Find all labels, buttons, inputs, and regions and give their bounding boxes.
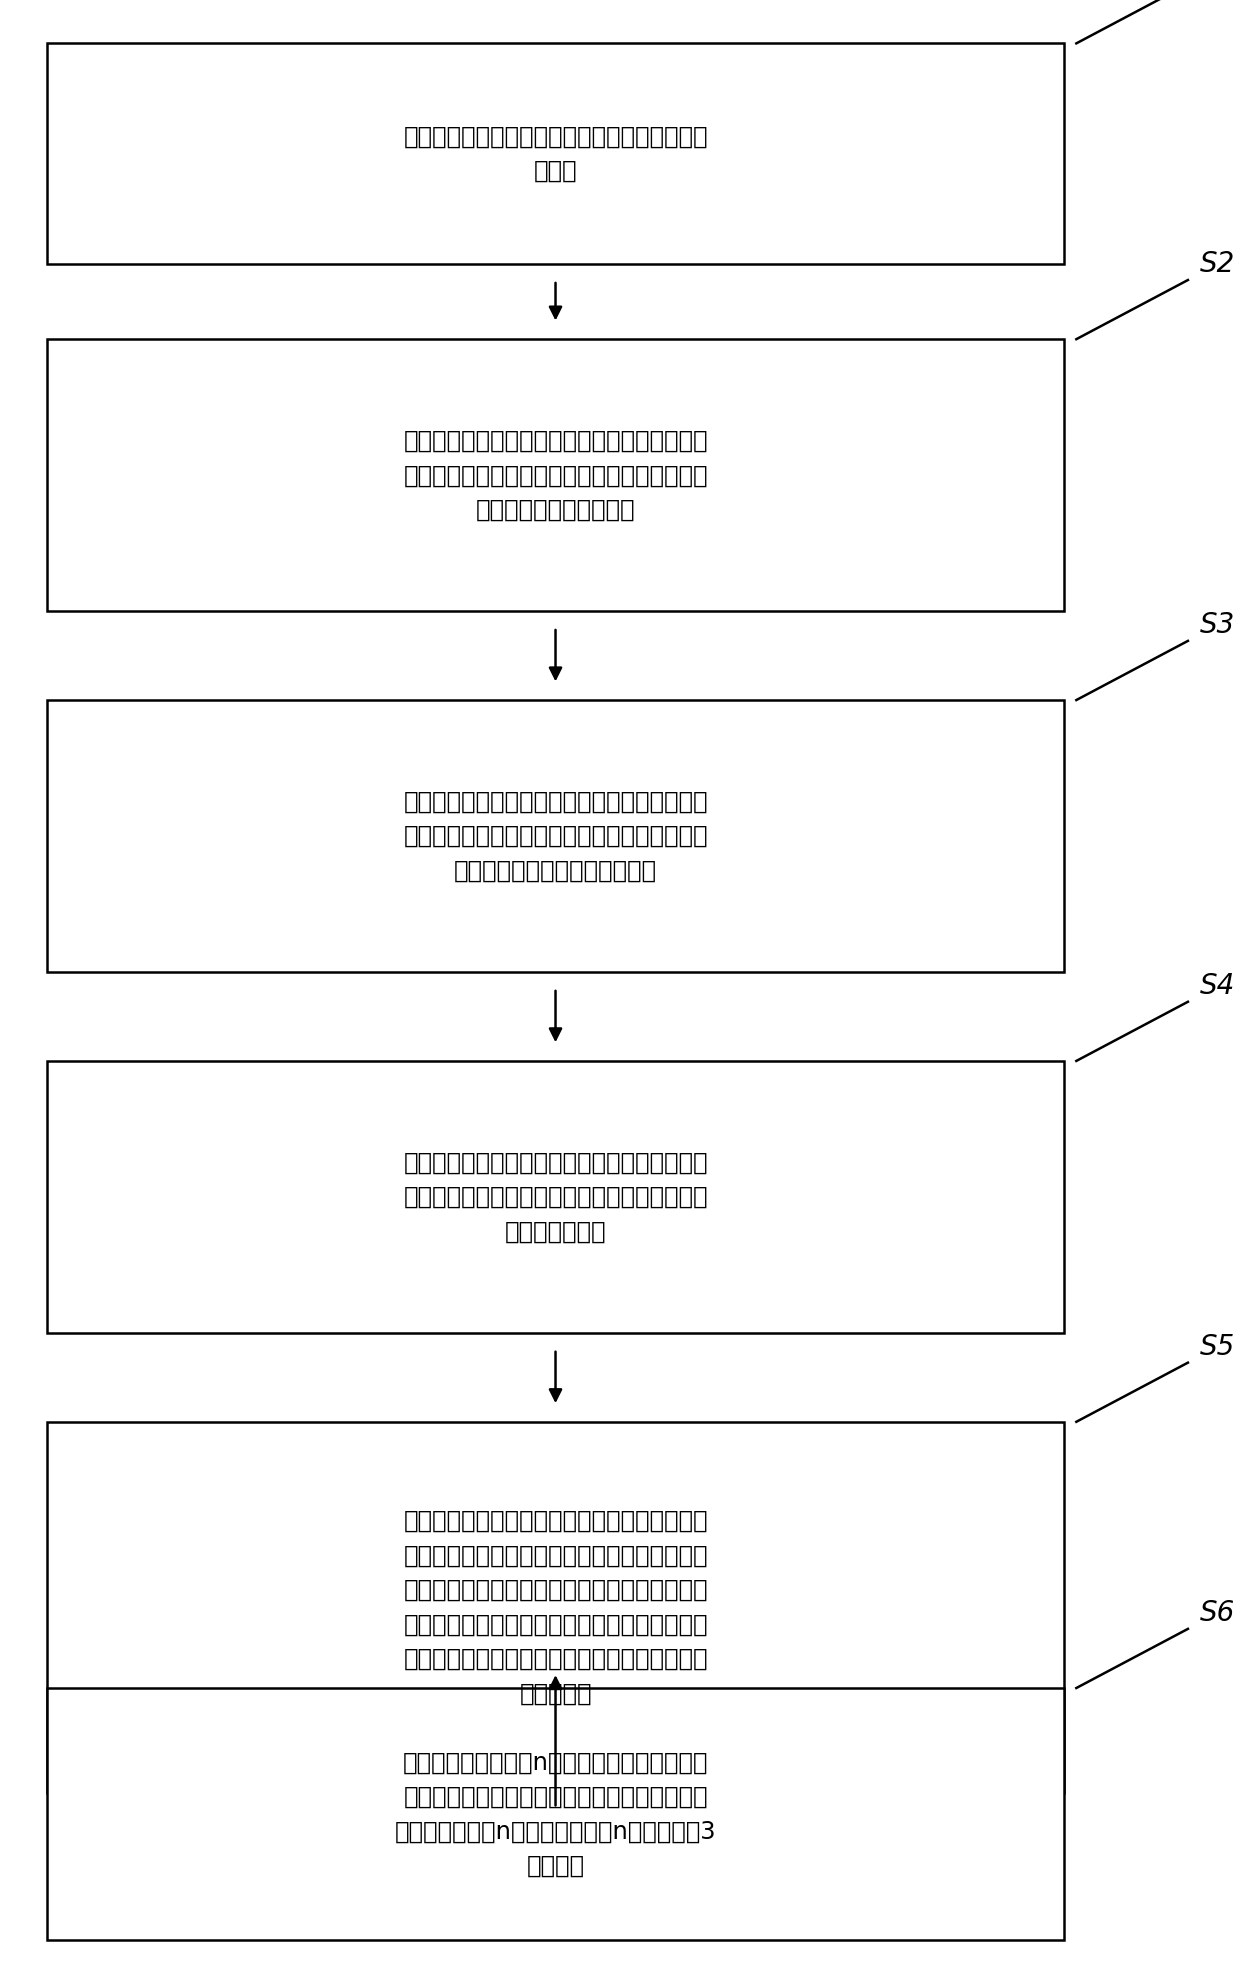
Text: S5: S5 <box>1200 1333 1235 1361</box>
Text: 在所述第一设定区域完成低温流体压裂后，继续
向所述煤层气井内注水，以对所述第一设定区域
外围的第二设定区域注水压裂，在所述第二设定
区域完成注水压裂后，向所述煤: 在所述第一设定区域完成低温流体压裂后，继续 向所述煤层气井内注水，以对所述第一设… <box>403 1509 708 1706</box>
Text: 获取煤层气井，所述煤层气井周围的煤层具有天
然裂隙: 获取煤层气井，所述煤层气井周围的煤层具有天 然裂隙 <box>403 124 708 183</box>
Text: 继续向所述煤层气井内注入低温流体，使所述第
一设定区域产生一条沿地层最大主地应力方向扩
展的人工主裂缝: 继续向所述煤层气井内注入低温流体，使所述第 一设定区域产生一条沿地层最大主地应力… <box>403 1150 708 1244</box>
Text: 向所述煤层气井内注水，以对所述煤层气井周围
第一设定区域注水压裂形成人工裂隙，所述人工
裂隙沿所述天然裂隙扩展: 向所述煤层气井内注水，以对所述煤层气井周围 第一设定区域注水压裂形成人工裂隙，所… <box>403 428 708 523</box>
Bar <box>47 1422 1064 1793</box>
Text: 重复上述步骤，对第n设定区域分别进行注水和
注入低温流体压裂，使所述人工主裂缝继续向前
延伸，并穿过第n设定区域，其中n为大于等于3
的正整数: 重复上述步骤，对第n设定区域分别进行注水和 注入低温流体压裂，使所述人工主裂缝继… <box>394 1751 717 1877</box>
Bar <box>47 700 1064 972</box>
Bar <box>47 43 1064 264</box>
Text: S2: S2 <box>1200 250 1235 278</box>
Text: S6: S6 <box>1200 1599 1235 1627</box>
Text: S4: S4 <box>1200 972 1235 1000</box>
Text: 在所述第一设定区域完成注水压裂后，向所述煤
层气井内注入低温流体，使煤层中的水结冰，进
而将分散的煤岩颗粒冻结在一起: 在所述第一设定区域完成注水压裂后，向所述煤 层气井内注入低温流体，使煤层中的水结… <box>403 789 708 883</box>
Bar <box>47 1688 1064 1940</box>
Bar <box>47 1061 1064 1333</box>
Text: S3: S3 <box>1200 611 1235 639</box>
Bar <box>47 339 1064 611</box>
